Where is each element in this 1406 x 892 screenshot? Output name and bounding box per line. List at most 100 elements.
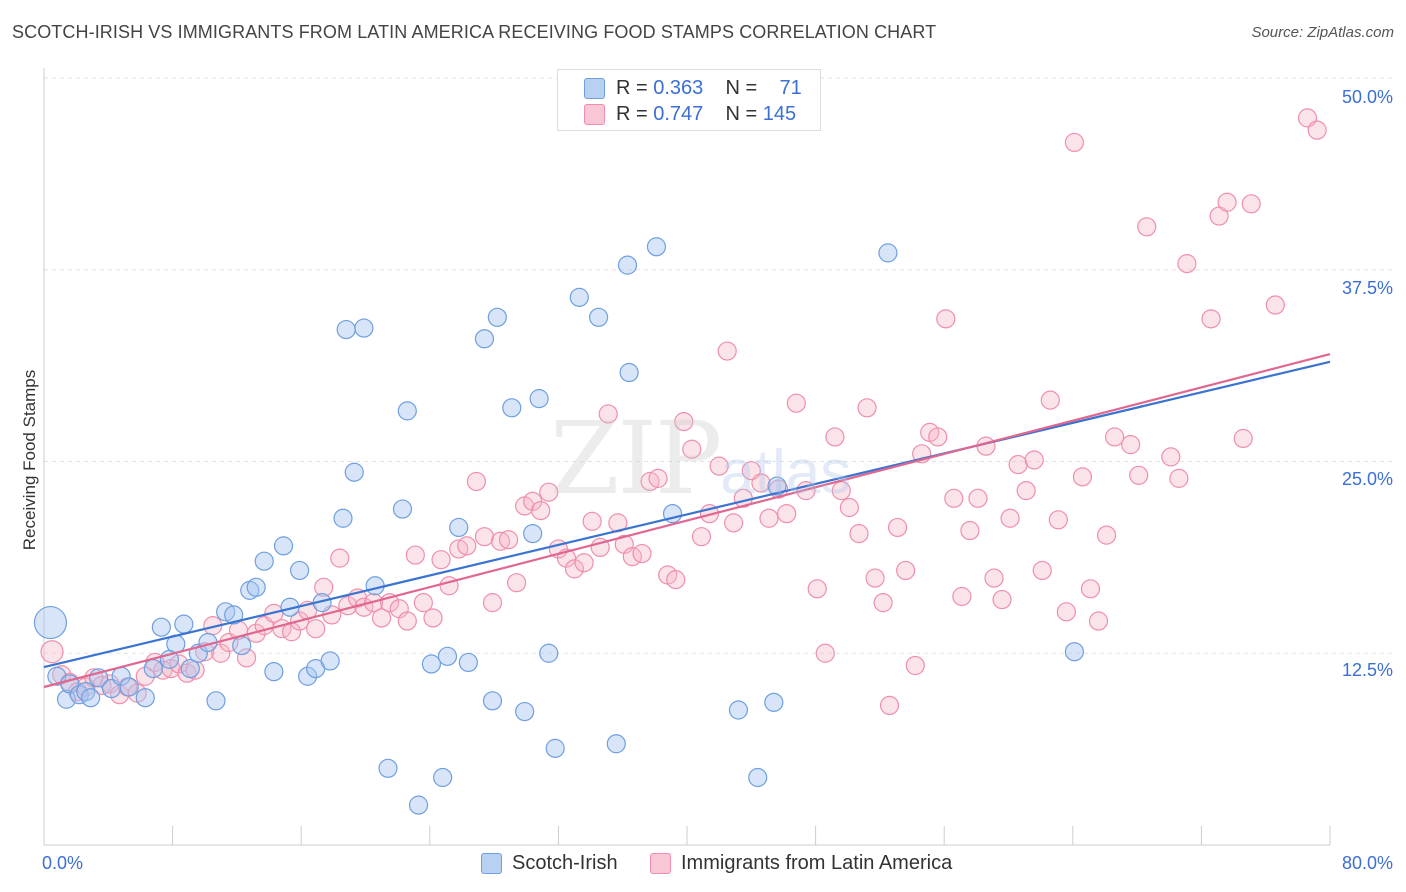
- r-value: 0.363: [653, 77, 704, 99]
- latin-america-point: [968, 488, 988, 508]
- latin-america-point: [397, 611, 417, 631]
- latin-america-point: [807, 579, 827, 599]
- latin-america-point: [887, 517, 908, 538]
- legend-swatch-scotch-irish: [584, 78, 605, 99]
- latin-america-point: [682, 439, 702, 459]
- scotch-irish-point: [539, 643, 559, 663]
- latin-america-point: [431, 550, 451, 570]
- scotch-irish-point: [378, 758, 398, 778]
- scotch-irish-point: [502, 398, 522, 418]
- latin-america-point: [211, 643, 231, 663]
- x-tick-label: 0.0%: [42, 853, 84, 873]
- latin-america-point: [1056, 602, 1076, 622]
- scotch-irish-point: [392, 499, 413, 519]
- latin-america-point: [564, 559, 585, 579]
- r-value: 0.747: [653, 103, 704, 125]
- scotch-irish-point: [1064, 642, 1085, 662]
- latin-america-point: [490, 531, 511, 551]
- latin-america-point: [936, 309, 956, 329]
- latin-america-point: [1161, 447, 1181, 467]
- axes: [43, 68, 1331, 846]
- latin-america-point: [531, 500, 551, 521]
- scotch-irish-point: [336, 319, 356, 340]
- latin-america-point: [691, 527, 712, 547]
- latin-america-point: [992, 589, 1012, 610]
- scotch-irish-point: [143, 658, 163, 679]
- latin-america-point: [984, 568, 1004, 588]
- latin-america-point: [1137, 217, 1157, 237]
- latin-america-point: [952, 586, 972, 607]
- legend-swatch-latin-america: [584, 104, 605, 125]
- latin-america-point: [1024, 450, 1044, 470]
- zipatlas-watermark: ZIPatlas: [550, 400, 852, 517]
- scotch-irish-point: [264, 662, 284, 682]
- legend-label: Immigrants from Latin America: [681, 852, 953, 874]
- scotch-irish-point: [767, 476, 787, 496]
- scotch-irish-point: [588, 307, 609, 327]
- scotch-irish-point: [254, 551, 274, 571]
- scotch-irish-point: [135, 688, 155, 708]
- latin-america-point: [1088, 611, 1109, 631]
- scotch-irish-point: [354, 318, 374, 338]
- latin-america-point: [1096, 525, 1117, 545]
- latin-america-point: [1008, 454, 1028, 475]
- scotch-irish-point: [273, 536, 294, 556]
- latin-america-point: [482, 593, 503, 613]
- scotch-irish-point: [151, 617, 171, 637]
- scotch-irish-point: [606, 734, 626, 754]
- latin-america-point: [1169, 468, 1189, 488]
- scotch-irish-point: [646, 237, 667, 257]
- latin-america-point: [865, 568, 885, 588]
- scotch-irish-point: [529, 389, 549, 409]
- latin-america-point: [905, 655, 925, 676]
- scotch-irish-point: [474, 329, 495, 349]
- latin-america-point: [413, 593, 433, 613]
- latin-america-point: [1032, 560, 1052, 581]
- latin-america-point: [1307, 120, 1327, 140]
- source-label: Source: ZipAtlas.com: [1251, 24, 1394, 41]
- legend-label: Scotch-Irish: [512, 852, 618, 874]
- latin-america-point: [1265, 295, 1285, 315]
- scotch-irish-point: [119, 677, 139, 697]
- scotch-irish-point: [224, 605, 244, 625]
- y-axis-label: Receiving Food Stamps: [20, 369, 39, 551]
- latin-america-point: [314, 577, 334, 597]
- scotch-irish-point: [515, 701, 535, 722]
- latin-america-trendline: [43, 353, 1331, 689]
- n-value: 145: [762, 103, 797, 125]
- latin-america-point: [498, 530, 519, 550]
- latin-america-point: [896, 560, 916, 581]
- scotch-irish-point: [449, 517, 469, 538]
- latin-america-point: [1000, 508, 1020, 528]
- latin-america-point: [1233, 428, 1253, 449]
- scotch-irish-point: [617, 255, 638, 275]
- trendlines: [43, 353, 1331, 689]
- scotch-irish-point: [33, 605, 68, 640]
- latin-america-point: [1201, 309, 1221, 329]
- latin-america-point: [539, 482, 559, 502]
- latin-america-point: [1080, 579, 1101, 599]
- scotch-irish-point: [298, 666, 318, 686]
- latin-america-point: [815, 643, 835, 663]
- scotch-irish-point: [174, 614, 194, 634]
- latin-america-point: [466, 471, 487, 492]
- scotch-irish-trendline: [43, 360, 1331, 669]
- latin-america-point: [960, 520, 980, 541]
- latin-america-point: [724, 513, 744, 533]
- legend-text: R = 0.363 N = 71: [616, 77, 802, 100]
- scotch-irish-point: [482, 691, 503, 711]
- scotch-irish-point: [764, 692, 784, 712]
- latin-america-point: [1129, 465, 1149, 485]
- legend-text: R = 0.747 N = 145: [616, 103, 796, 126]
- scotch-irish-point: [728, 700, 749, 720]
- r-label: R =: [616, 77, 654, 99]
- r-label: R =: [616, 103, 654, 125]
- scotch-irish-point: [619, 362, 639, 383]
- latin-america-point: [632, 543, 652, 564]
- scotch-irish-point: [437, 646, 458, 666]
- legend-swatch-latin-america: [650, 853, 671, 874]
- y-tick-label: 37.5%: [1341, 278, 1393, 298]
- scotch-irish-point: [748, 767, 768, 788]
- latin-america-point: [944, 488, 964, 508]
- scotch-irish-point: [365, 576, 385, 596]
